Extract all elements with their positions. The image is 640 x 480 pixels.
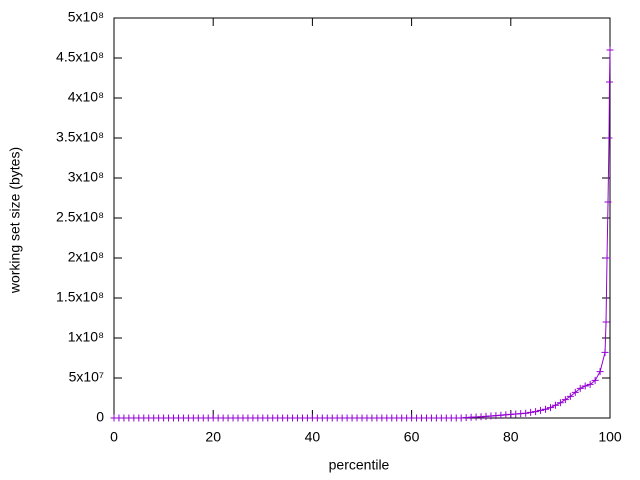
data-point [556, 399, 564, 407]
x-axis-label: percentile [329, 457, 390, 473]
data-point [601, 348, 609, 356]
data-point [602, 318, 610, 326]
data-point [532, 408, 540, 416]
data-point [566, 392, 574, 400]
data-point [604, 198, 612, 206]
data-point [522, 409, 530, 417]
y-tick-label: 5x10⁷ [69, 369, 104, 385]
data-point [581, 382, 589, 390]
x-tick-label: 0 [110, 429, 118, 445]
x-tick-label: 20 [205, 429, 221, 445]
y-tick-label: 3x10⁸ [68, 169, 104, 185]
y-tick-label: 1x10⁸ [68, 329, 104, 345]
data-point [606, 78, 614, 86]
data-point [576, 384, 584, 392]
y-tick-label: 1.5x10⁸ [56, 289, 104, 305]
data-point [596, 368, 604, 376]
data-point [561, 396, 569, 404]
x-tick-label: 80 [503, 429, 519, 445]
y-tick-label: 0 [96, 409, 104, 425]
y-axis-label: working set size (bytes) [7, 147, 23, 294]
data-point [591, 376, 599, 384]
data-point [542, 405, 550, 413]
x-tick-label: 60 [404, 429, 420, 445]
data-point [603, 254, 611, 262]
y-tick-label: 5x10⁸ [68, 9, 104, 25]
data-point [551, 401, 559, 409]
y-tick-label: 4x10⁸ [68, 89, 104, 105]
x-tick-label: 100 [598, 429, 622, 445]
data-point [546, 404, 554, 412]
data-point [606, 46, 614, 54]
x-tick-label: 40 [305, 429, 321, 445]
y-tick-label: 2x10⁸ [68, 249, 104, 265]
data-point [571, 388, 579, 396]
y-tick-label: 2.5x10⁸ [56, 209, 104, 225]
y-tick-label: 3.5x10⁸ [56, 129, 104, 145]
data-point [537, 406, 545, 414]
y-tick-label: 4.5x10⁸ [56, 49, 104, 65]
data-point [527, 408, 535, 416]
data-point [586, 380, 594, 388]
data-point [605, 134, 613, 142]
